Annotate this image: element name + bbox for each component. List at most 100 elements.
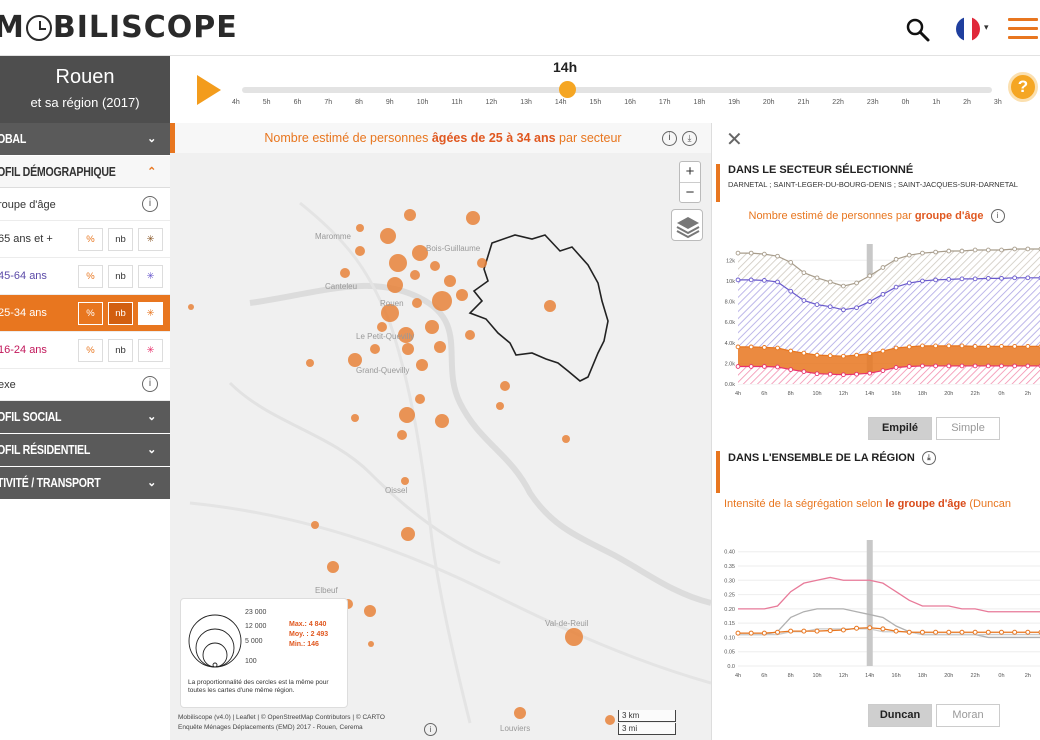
count-button[interactable]: nb — [108, 339, 133, 362]
hour-tick[interactable]: 20h — [762, 99, 775, 106]
population-bubble[interactable] — [412, 298, 422, 308]
data-point[interactable] — [972, 247, 978, 253]
data-point[interactable] — [827, 304, 833, 310]
hour-tick[interactable]: 13h — [520, 99, 532, 106]
french-flag-icon[interactable] — [956, 17, 980, 41]
zoom-in-button[interactable]: + — [685, 163, 695, 180]
data-point[interactable] — [788, 348, 794, 354]
info-icon[interactable]: i — [990, 209, 1005, 223]
population-bubble[interactable] — [562, 435, 570, 443]
data-point[interactable] — [775, 279, 780, 285]
population-bubble[interactable] — [432, 291, 452, 311]
map-canvas[interactable]: Maromme Bois-Guillaume Rouen Canteleu Le Pet… — [170, 123, 711, 740]
data-point[interactable] — [880, 348, 886, 354]
area-series[interactable] — [738, 277, 1040, 357]
data-point[interactable] — [880, 265, 886, 270]
data-point[interactable] — [893, 628, 899, 634]
data-point[interactable] — [1025, 246, 1031, 252]
data-point[interactable] — [959, 276, 965, 282]
star-icon[interactable]: ✳ — [138, 265, 163, 288]
data-point[interactable] — [748, 630, 754, 636]
data-point[interactable] — [788, 367, 794, 372]
section-activity-transport[interactable]: TIVITÉ / TRANSPORT ⌄ — [0, 467, 170, 499]
data-point[interactable] — [788, 260, 794, 265]
age-row-25-34[interactable]: 25-34 ans % nb ✳ — [0, 295, 170, 332]
data-point[interactable] — [827, 279, 833, 285]
data-point[interactable] — [880, 368, 886, 373]
population-bubble[interactable] — [340, 268, 350, 278]
data-point[interactable] — [933, 363, 938, 369]
data-point[interactable] — [761, 630, 767, 636]
hour-tick[interactable]: 17h — [658, 99, 671, 106]
data-point[interactable] — [867, 625, 873, 631]
population-bubble[interactable] — [380, 228, 396, 244]
data-point[interactable] — [959, 343, 965, 349]
population-bubble[interactable] — [425, 320, 439, 334]
population-bubble[interactable] — [377, 322, 387, 332]
data-point[interactable] — [735, 344, 741, 350]
data-point[interactable] — [959, 363, 965, 369]
data-point[interactable] — [841, 353, 846, 359]
map-view[interactable]: Maromme Bois-Guillaume Rouen Canteleu Le Pet… — [170, 123, 711, 740]
data-point[interactable] — [880, 291, 886, 297]
population-bubble[interactable] — [311, 521, 319, 529]
data-point[interactable] — [985, 247, 991, 253]
mobiliscope-logo[interactable]: M BILISCOPE — [0, 10, 238, 45]
data-point[interactable] — [867, 370, 873, 376]
data-point[interactable] — [735, 250, 741, 256]
hour-tick[interactable]: 21h — [797, 99, 810, 106]
data-point[interactable] — [841, 283, 846, 289]
data-point[interactable] — [1025, 275, 1031, 281]
data-point[interactable] — [985, 629, 991, 635]
population-bubble[interactable] — [397, 430, 407, 440]
data-point[interactable] — [788, 288, 794, 294]
data-point[interactable] — [748, 277, 754, 283]
info-icon[interactable]: i — [424, 723, 437, 736]
selected-sector-outline[interactable] — [468, 234, 609, 382]
data-point[interactable] — [827, 371, 833, 377]
data-point[interactable] — [893, 284, 899, 290]
star-icon[interactable]: ✳ — [138, 302, 163, 325]
data-point[interactable] — [946, 277, 952, 282]
count-button[interactable]: nb — [108, 228, 133, 251]
data-point[interactable] — [1025, 629, 1031, 635]
population-bubble[interactable] — [477, 258, 487, 268]
population-bubble[interactable] — [496, 402, 504, 410]
layers-icon[interactable] — [671, 209, 703, 241]
population-bubble[interactable] — [605, 715, 615, 725]
data-point[interactable] — [998, 629, 1004, 635]
population-bubble[interactable] — [444, 275, 456, 287]
data-point[interactable] — [788, 628, 794, 634]
data-point[interactable] — [972, 629, 978, 635]
time-slider-handle[interactable] — [559, 81, 576, 98]
data-point[interactable] — [801, 270, 807, 276]
data-point[interactable] — [920, 363, 925, 369]
time-slider-track[interactable] — [242, 87, 992, 93]
hour-tick[interactable]: 12h — [485, 99, 498, 106]
data-point[interactable] — [959, 629, 965, 635]
moran-toggle[interactable]: Moran — [936, 704, 1000, 727]
hour-tick[interactable]: 14h — [554, 99, 567, 106]
area-series[interactable] — [738, 248, 1040, 310]
download-icon[interactable]: ⤓ — [921, 451, 936, 465]
segregation-chart[interactable]: 0.0 0.05 0.10 0.15 0.20 0.25 0.30 0.35 0.40 4h 6h 8… — [712, 538, 1040, 688]
hour-tick[interactable]: 19h — [728, 99, 740, 106]
data-point[interactable] — [735, 630, 741, 636]
percent-button[interactable]: % — [78, 228, 103, 251]
data-point[interactable] — [906, 280, 912, 286]
data-point[interactable] — [775, 364, 780, 370]
data-point[interactable] — [841, 372, 846, 378]
hour-tick[interactable]: 5h — [262, 99, 271, 106]
info-icon[interactable]: i — [142, 196, 158, 212]
section-social[interactable]: OFIL SOCIAL ⌄ — [0, 401, 170, 433]
data-point[interactable] — [814, 275, 820, 281]
data-point[interactable] — [748, 250, 754, 256]
help-icon[interactable]: ? — [1008, 72, 1038, 102]
star-icon[interactable]: ✳ — [138, 228, 163, 251]
data-point[interactable] — [893, 256, 899, 262]
data-point[interactable] — [880, 626, 886, 632]
hour-tick[interactable]: 4h — [232, 99, 240, 106]
population-bubble[interactable] — [430, 261, 440, 271]
population-bubble[interactable] — [565, 628, 583, 646]
data-point[interactable] — [906, 629, 912, 635]
